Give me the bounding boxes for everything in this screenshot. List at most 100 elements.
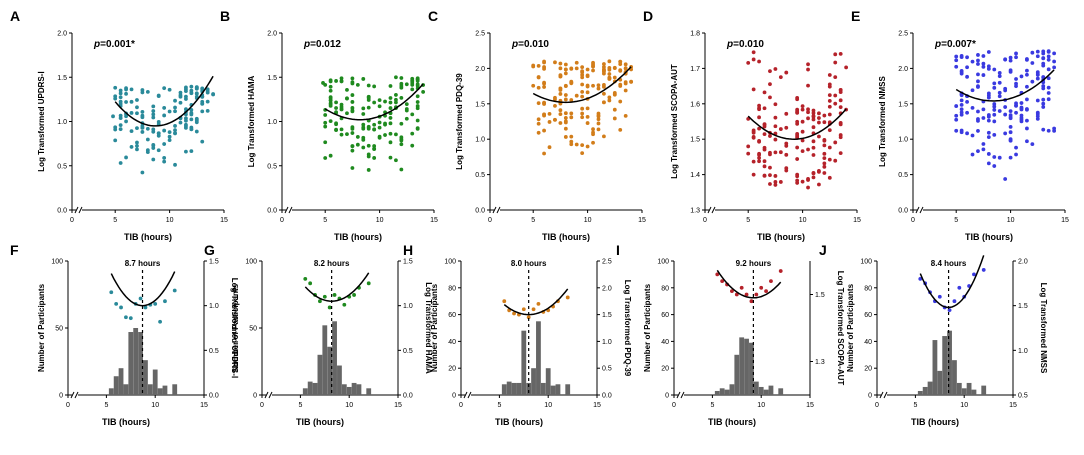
scatter-point: [959, 130, 964, 135]
scatter-point: [350, 80, 355, 85]
scatter-point: [965, 100, 969, 104]
scatter-point: [399, 95, 404, 100]
scatter-point: [184, 89, 188, 94]
histogram-bar: [152, 369, 158, 395]
scatter-point: [1046, 54, 1051, 59]
scatter-point: [1008, 55, 1013, 60]
scatter-point: [612, 66, 617, 71]
scatter-point: [838, 135, 843, 140]
y-tick-label: 50: [249, 326, 257, 333]
x-axis-label: TIB (hours): [708, 417, 756, 427]
scatter-point: [415, 94, 420, 99]
x-tick-label: 5: [913, 402, 917, 409]
axis-break: [74, 206, 79, 214]
scatter-point: [156, 133, 161, 138]
scatter-point: [757, 159, 761, 164]
scatter-point: [795, 109, 800, 113]
scatter-point: [574, 66, 579, 71]
scatter-point: [536, 85, 541, 90]
x-axis-label: TIB (hours): [911, 417, 959, 427]
scatter-point: [1046, 49, 1051, 54]
y-tick-label: 1.5: [898, 101, 908, 108]
scatter-point: [388, 96, 393, 100]
mean-point: [565, 295, 570, 300]
scatter-point: [1035, 114, 1040, 119]
y-tick-label: 80: [448, 285, 456, 292]
scatter-point: [553, 103, 557, 108]
histogram-bar: [162, 385, 168, 395]
x-tick-label: 10: [960, 402, 968, 409]
scatter-point: [167, 138, 172, 143]
scatter-point: [113, 85, 118, 90]
y-tick-label: 100: [657, 259, 669, 266]
scatter-point: [1041, 97, 1046, 102]
scatter-point: [623, 88, 628, 93]
y-tick-label: 80: [661, 285, 669, 292]
panel-C: Cp=0.010 0.0 0.5 1.0 1.5 2.0 2.5 0 5 10 15 TIB (hou…: [428, 8, 646, 242]
scatter-point: [173, 162, 177, 167]
y-axis-label-right: Log Transformed UPDRS-Ⅰ: [230, 278, 239, 379]
p-value-label: p=0.001*: [93, 39, 135, 50]
mean-point: [981, 268, 986, 272]
scatter-point: [542, 80, 546, 85]
scatter-point: [976, 53, 980, 57]
x-tick-label: 10: [799, 217, 807, 224]
histogram-bar: [550, 385, 556, 395]
scatter-point: [591, 83, 595, 88]
scatter-point: [410, 131, 415, 136]
x-axis-label: TIB (hours): [495, 417, 543, 427]
scatter-point: [800, 179, 805, 184]
scatter-point: [986, 50, 991, 54]
scatter-point: [323, 120, 328, 125]
y-tick-label: 2.0: [898, 66, 908, 73]
scatter-point: [328, 153, 333, 158]
x-tick-label: 15: [593, 402, 601, 409]
scatter-point: [607, 75, 612, 80]
scatter-point: [602, 62, 606, 66]
scatter-point: [585, 114, 590, 119]
scatter-point: [822, 138, 827, 142]
mean-point: [734, 292, 739, 297]
x-axis-label: TIB (hours): [296, 417, 344, 427]
x-tick-label: 5: [746, 217, 750, 224]
scatter-point: [542, 85, 546, 89]
scatter-point: [976, 149, 980, 154]
scatter-point: [339, 76, 344, 81]
scatter-point: [827, 104, 832, 109]
scatter-point: [602, 134, 606, 139]
scatter-point: [1025, 126, 1029, 131]
scatter-point: [151, 127, 156, 132]
scatter-point: [827, 93, 832, 98]
scatter-point: [156, 148, 161, 153]
scatter-point: [602, 65, 606, 69]
panel-J: J 0 20 40 60 80 100 0.5 1.0 1.5 2.0 0 5 10 15 TIB (hour…: [819, 242, 1048, 427]
scatter-point: [997, 155, 1002, 160]
scatter-point: [355, 82, 360, 87]
scatter-point: [167, 130, 172, 135]
scatter-point: [997, 74, 1002, 79]
y-tick-label: 1.5: [57, 75, 67, 82]
scatter-point: [345, 96, 349, 101]
y-tick-label-right: 2.0: [602, 285, 612, 292]
scatter-point: [1046, 57, 1051, 62]
histogram-bar: [366, 388, 372, 395]
scatter-point: [992, 102, 997, 106]
scatter-point: [817, 134, 821, 139]
scatter-point: [981, 64, 986, 69]
scatter-point: [361, 77, 366, 81]
scatter-point: [1025, 68, 1029, 73]
scatter-point: [184, 97, 188, 101]
scatter-point: [140, 88, 145, 92]
scatter-point: [591, 132, 595, 137]
mean-point: [937, 294, 942, 299]
scatter-point: [833, 52, 838, 57]
mean-point: [172, 288, 177, 293]
histogram-bar: [337, 365, 342, 395]
scatter-point: [997, 94, 1002, 99]
x-tick-label: 15: [1061, 217, 1069, 224]
panel-A: Ap=0.001* 0.0 0.5 1.0 1.5 2.0 0 5 10 15 TIB (hours…: [10, 8, 228, 242]
fit-curve: [919, 255, 985, 309]
y-tick-label: 0: [868, 393, 872, 400]
histogram-bar: [536, 321, 541, 395]
scatter-point: [328, 84, 333, 89]
